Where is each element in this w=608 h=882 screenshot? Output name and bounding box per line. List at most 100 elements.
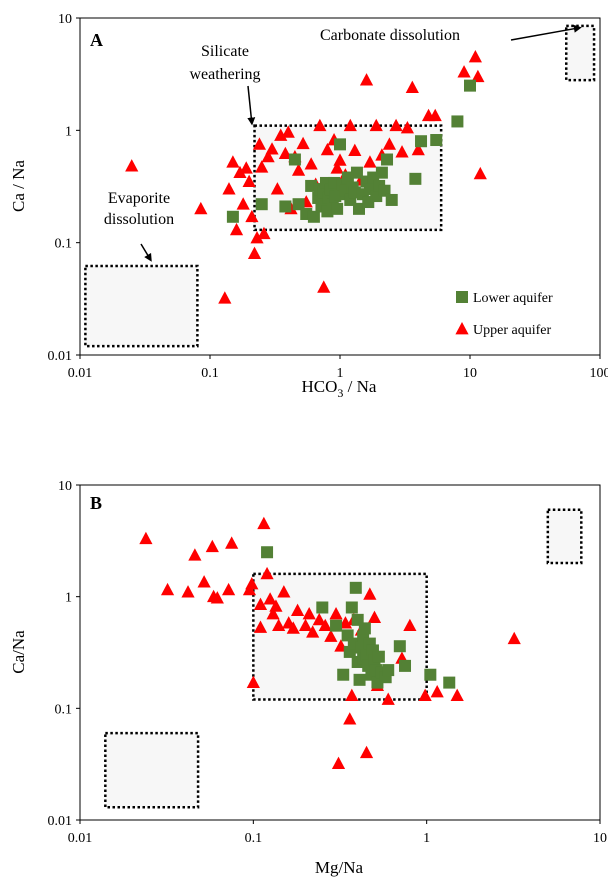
lower-aquifer-point bbox=[353, 673, 366, 686]
annotation-text: weathering bbox=[189, 66, 260, 83]
x-tick-label: 10 bbox=[463, 366, 477, 381]
lower-aquifer-point bbox=[393, 640, 406, 653]
upper-aquifer-point bbox=[218, 291, 232, 304]
upper-aquifer-point bbox=[266, 607, 280, 620]
upper-aquifer-point bbox=[468, 49, 482, 63]
upper-aquifer-point bbox=[272, 618, 286, 632]
upper-aquifer-point bbox=[194, 201, 208, 215]
lower-aquifer-point bbox=[226, 210, 239, 223]
lower-aquifer-point bbox=[399, 659, 412, 672]
upper-aquifer-point bbox=[428, 108, 442, 122]
upper-aquifer-point bbox=[260, 566, 274, 580]
lower-aquifer-point bbox=[288, 153, 301, 166]
upper-aquifer-point bbox=[367, 610, 382, 623]
lower-aquifer-point bbox=[424, 668, 437, 681]
lower-aquifer-point bbox=[415, 135, 428, 148]
upper-aquifer-point bbox=[450, 688, 464, 702]
lower-aquifer-point bbox=[451, 115, 464, 128]
x-axis-title-main: HCO bbox=[302, 377, 338, 396]
legend-label: Lower aquifer bbox=[473, 291, 553, 306]
annotation-silicate-weathering: Silicate weathering bbox=[189, 43, 261, 126]
upper-aquifer-point bbox=[343, 118, 357, 132]
upper-aquifer-point bbox=[418, 688, 432, 702]
upper-aquifer-point bbox=[395, 145, 409, 158]
lower-aquifer-point bbox=[385, 193, 398, 206]
upper-aquifer-point bbox=[286, 621, 300, 634]
y-axis-title: Ca / Na bbox=[9, 160, 28, 212]
upper-aquifer-point bbox=[389, 118, 403, 132]
series-lower-aquifer bbox=[261, 546, 456, 689]
upper-aquifer-point bbox=[181, 585, 195, 598]
region-box bbox=[564, 24, 596, 82]
upper-aquifer-point bbox=[381, 692, 395, 705]
lower-aquifer-point bbox=[378, 184, 391, 197]
lower-aquifer-point bbox=[430, 134, 443, 147]
annotation-text: Carbonate dissolution bbox=[320, 27, 460, 44]
annotation-text: Silicate bbox=[201, 43, 249, 60]
series-lower-aquifer bbox=[226, 79, 476, 223]
upper-aquifer-point bbox=[255, 160, 269, 173]
lower-aquifer-point bbox=[261, 546, 274, 559]
upper-aquifer-point bbox=[363, 587, 377, 600]
lower-aquifer-point bbox=[331, 202, 344, 215]
upper-aquifer-point bbox=[302, 607, 316, 620]
upper-aquifer-point bbox=[457, 65, 471, 78]
upper-aquifer-point bbox=[359, 745, 374, 759]
lower-aquifer-point bbox=[381, 153, 394, 166]
y-tick-label: 1 bbox=[65, 591, 72, 606]
upper-aquifer-point bbox=[324, 629, 338, 642]
lower-aquifer-point bbox=[334, 138, 346, 151]
y-tick-label: 0.1 bbox=[55, 702, 73, 717]
upper-aquifer-point bbox=[205, 539, 219, 553]
upper-aquifer-point bbox=[411, 142, 425, 156]
y-tick-label: 0.1 bbox=[55, 237, 73, 252]
annotation-carbonate-dissolution: Carbonate dissolution bbox=[320, 24, 582, 44]
upper-aquifer-point bbox=[329, 607, 343, 620]
chart-panel-b: 0.01 0.1 1 10 0.01 0.1 1 10 Mg/Na Ca/Na B bbox=[9, 479, 607, 877]
upper-aquifer-point bbox=[253, 620, 268, 633]
upper-aquifer-point bbox=[269, 599, 283, 612]
upper-aquifer-point bbox=[507, 631, 521, 645]
upper-aquifer-point bbox=[250, 231, 264, 244]
lower-aquifer-point bbox=[330, 619, 343, 632]
upper-aquifer-point bbox=[296, 136, 310, 150]
upper-aquifer-point bbox=[338, 616, 353, 629]
upper-aquifer-point bbox=[236, 197, 250, 210]
upper-aquifer-point bbox=[139, 531, 153, 545]
upper-aquifer-point bbox=[125, 159, 139, 172]
legend-marker bbox=[455, 322, 469, 335]
x-axis-title-tail: / Na bbox=[343, 377, 377, 396]
upper-aquifer-point bbox=[304, 157, 318, 170]
upper-aquifer-point bbox=[222, 182, 236, 195]
lower-aquifer-point bbox=[443, 676, 456, 689]
y-tick-label: 0.01 bbox=[48, 814, 73, 829]
upper-aquifer-point bbox=[229, 222, 244, 236]
upper-aquifer-point bbox=[473, 166, 487, 180]
upper-aquifer-point bbox=[252, 137, 267, 150]
lower-aquifer-point bbox=[279, 200, 292, 213]
upper-aquifer-point bbox=[369, 118, 383, 132]
y-tick-label: 1 bbox=[65, 124, 72, 139]
lower-aquifer-point bbox=[352, 202, 365, 215]
lower-aquifer-point bbox=[350, 166, 363, 179]
chart-panel-a: 0.01 0.1 1 10 100 0.01 0.1 1 10 HCO3 / Na Ca / Na A… bbox=[9, 12, 608, 400]
legend: Lower aquifer Upper aquifer bbox=[455, 291, 553, 338]
upper-aquifer-point bbox=[403, 618, 417, 632]
upper-aquifer-point bbox=[246, 675, 260, 688]
upper-aquifer-point bbox=[359, 73, 374, 86]
upper-aquifer-point bbox=[210, 591, 224, 604]
x-tick-label: 10 bbox=[593, 831, 607, 846]
legend-marker bbox=[456, 291, 468, 303]
lower-aquifer-point bbox=[358, 622, 371, 635]
lower-aquifer-point bbox=[307, 210, 320, 223]
upper-aquifer-point bbox=[345, 688, 359, 702]
lower-aquifer-point bbox=[375, 166, 388, 179]
upper-aquifer-point bbox=[222, 582, 236, 596]
annotation-arrow bbox=[140, 243, 152, 262]
lower-aquifer-point bbox=[349, 581, 362, 594]
lower-aquifer-point bbox=[337, 668, 350, 681]
upper-aquifer-point bbox=[430, 685, 444, 698]
y-tick-label: 10 bbox=[58, 12, 72, 27]
upper-aquifer-point bbox=[331, 756, 346, 769]
x-tick-label: 0.01 bbox=[68, 366, 93, 381]
